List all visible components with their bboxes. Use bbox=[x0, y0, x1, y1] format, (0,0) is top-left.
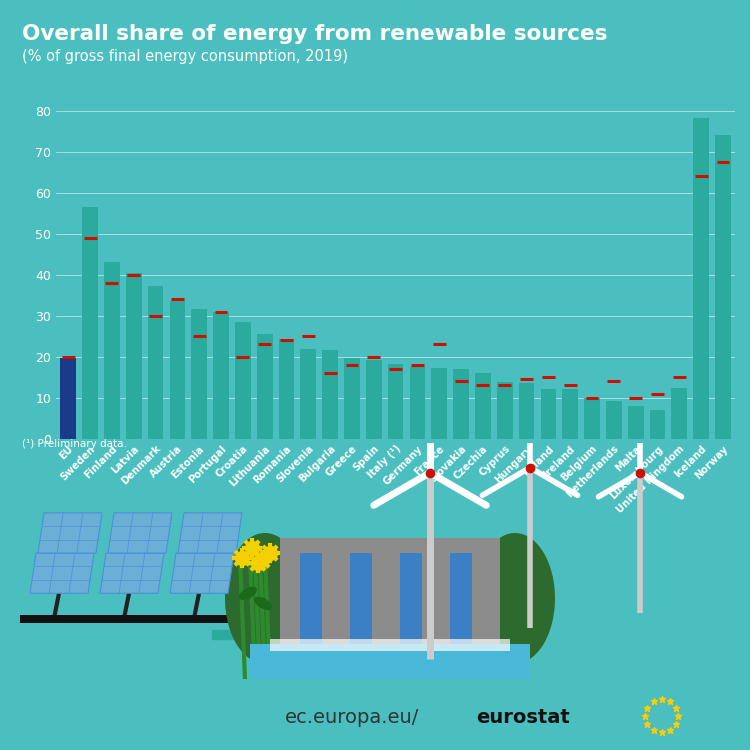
Bar bbox=[584, 398, 600, 439]
Ellipse shape bbox=[225, 533, 305, 664]
Bar bbox=[628, 406, 644, 439]
Bar bbox=[344, 358, 360, 439]
Bar bbox=[453, 370, 469, 439]
Text: (% of gross final energy consumption, 2019): (% of gross final energy consumption, 20… bbox=[22, 49, 349, 64]
Bar bbox=[388, 364, 404, 439]
Bar bbox=[606, 401, 622, 439]
Bar bbox=[191, 309, 207, 439]
Bar bbox=[256, 334, 272, 439]
Ellipse shape bbox=[254, 597, 272, 610]
Bar bbox=[693, 118, 709, 439]
Ellipse shape bbox=[239, 586, 257, 600]
Bar bbox=[400, 553, 422, 679]
Bar bbox=[671, 388, 687, 439]
Bar bbox=[279, 339, 294, 439]
Bar bbox=[301, 350, 316, 439]
Bar bbox=[82, 207, 98, 439]
Ellipse shape bbox=[475, 533, 555, 664]
Polygon shape bbox=[170, 553, 234, 593]
Bar bbox=[366, 361, 382, 439]
Bar bbox=[475, 373, 490, 439]
Bar bbox=[20, 616, 235, 623]
Text: eurostat: eurostat bbox=[476, 709, 570, 728]
Bar bbox=[410, 368, 425, 439]
Legend: 2019, 2020 target: 2019, 2020 target bbox=[211, 628, 394, 642]
Bar bbox=[650, 410, 665, 439]
Bar bbox=[126, 274, 142, 439]
Bar bbox=[497, 382, 512, 439]
Polygon shape bbox=[108, 513, 172, 553]
Bar bbox=[350, 553, 372, 679]
Bar bbox=[322, 350, 338, 439]
Bar bbox=[562, 389, 578, 439]
Polygon shape bbox=[178, 513, 242, 553]
Bar bbox=[61, 358, 76, 439]
Bar bbox=[213, 311, 229, 439]
Bar bbox=[541, 388, 556, 439]
Bar bbox=[270, 638, 510, 650]
Bar bbox=[170, 301, 185, 439]
Bar bbox=[280, 538, 500, 679]
Polygon shape bbox=[100, 553, 164, 593]
Bar bbox=[431, 368, 447, 439]
Text: (¹) Preliminary data.: (¹) Preliminary data. bbox=[22, 439, 128, 448]
Bar bbox=[148, 286, 164, 439]
Bar bbox=[716, 135, 730, 439]
Text: Overall share of energy from renewable sources: Overall share of energy from renewable s… bbox=[22, 24, 608, 44]
Bar bbox=[104, 262, 120, 439]
Bar bbox=[235, 322, 250, 439]
Bar bbox=[300, 553, 322, 679]
Polygon shape bbox=[30, 553, 94, 593]
Bar bbox=[250, 644, 530, 679]
Polygon shape bbox=[38, 513, 102, 553]
Bar bbox=[450, 553, 472, 679]
Text: ec.europa.eu/: ec.europa.eu/ bbox=[285, 709, 419, 728]
Bar bbox=[519, 383, 535, 439]
